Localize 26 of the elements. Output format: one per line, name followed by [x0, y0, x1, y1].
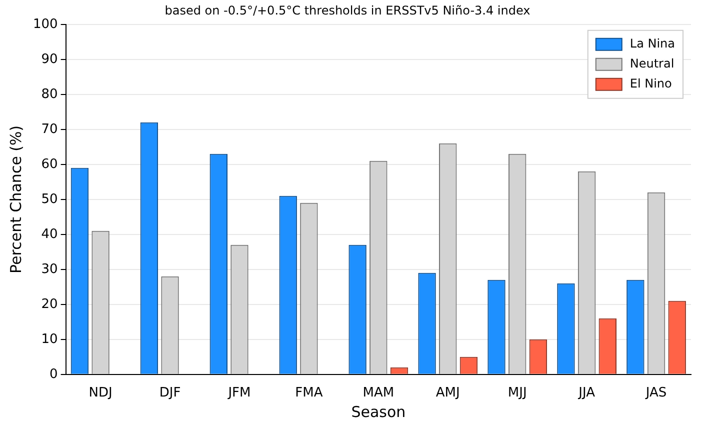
y-tick-label: 10: [41, 332, 58, 347]
y-tick-label: 50: [41, 192, 58, 207]
y-tick-label: 20: [41, 296, 58, 312]
legend-label: El Nino: [630, 76, 672, 91]
y-tick-label: 90: [41, 52, 58, 67]
x-tick-label: NDJ: [88, 386, 112, 401]
y-tick-label: 30: [41, 262, 58, 277]
x-axis-title: Season: [351, 402, 406, 421]
x-tick-label: FMA: [295, 386, 323, 401]
x-tick-label: MAM: [362, 386, 394, 401]
x-tick-label: JJA: [578, 386, 596, 401]
legend-label: La Nina: [630, 36, 675, 51]
y-tick-label: 60: [41, 156, 58, 172]
x-tick-label: DJF: [159, 386, 181, 401]
y-tick-label: 100: [32, 16, 58, 32]
y-tick-label: 70: [41, 122, 58, 137]
y-axis-title: Percent Chance (%): [6, 125, 25, 274]
x-tick-label: AMJ: [436, 386, 460, 401]
x-tick-label: JFM: [227, 386, 251, 401]
y-tick-label: 40: [41, 226, 58, 242]
chart-title: based on -0.5°/+0.5°C thresholds in ERSSTv5 Niño-3.4 index: [164, 3, 530, 18]
y-tick-label: 80: [41, 86, 58, 102]
x-tick-label: MJJ: [508, 386, 527, 401]
x-tick-label: JAS: [644, 386, 667, 401]
legend-label: Neutral: [630, 56, 674, 71]
y-tick-label: 0: [50, 366, 58, 382]
